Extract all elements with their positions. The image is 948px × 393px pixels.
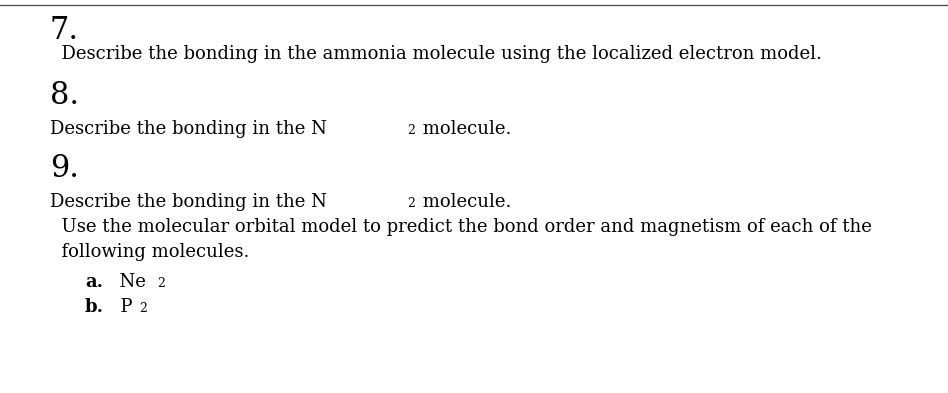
Text: Describe the bonding in the N: Describe the bonding in the N	[50, 120, 327, 138]
Text: Ne: Ne	[108, 273, 146, 291]
Text: 8.: 8.	[50, 80, 79, 111]
Text: 2: 2	[157, 277, 165, 290]
Text: molecule.: molecule.	[417, 120, 512, 138]
Text: b.: b.	[84, 298, 104, 316]
Text: molecule.: molecule.	[417, 193, 512, 211]
Text: a.: a.	[84, 273, 102, 291]
Text: 2: 2	[408, 124, 415, 137]
Text: Describe the bonding in the ammonia molecule using the localized electron model.: Describe the bonding in the ammonia mole…	[50, 45, 822, 63]
Text: Use the molecular orbital model to predict the bond order and magnetism of each : Use the molecular orbital model to predi…	[50, 218, 872, 236]
Text: following molecules.: following molecules.	[50, 243, 249, 261]
Text: 2: 2	[408, 197, 415, 210]
Text: 7.: 7.	[50, 15, 79, 46]
Text: P: P	[109, 298, 133, 316]
Text: 9.: 9.	[50, 153, 79, 184]
Text: 2: 2	[139, 302, 148, 315]
Text: Describe the bonding in the N: Describe the bonding in the N	[50, 193, 327, 211]
